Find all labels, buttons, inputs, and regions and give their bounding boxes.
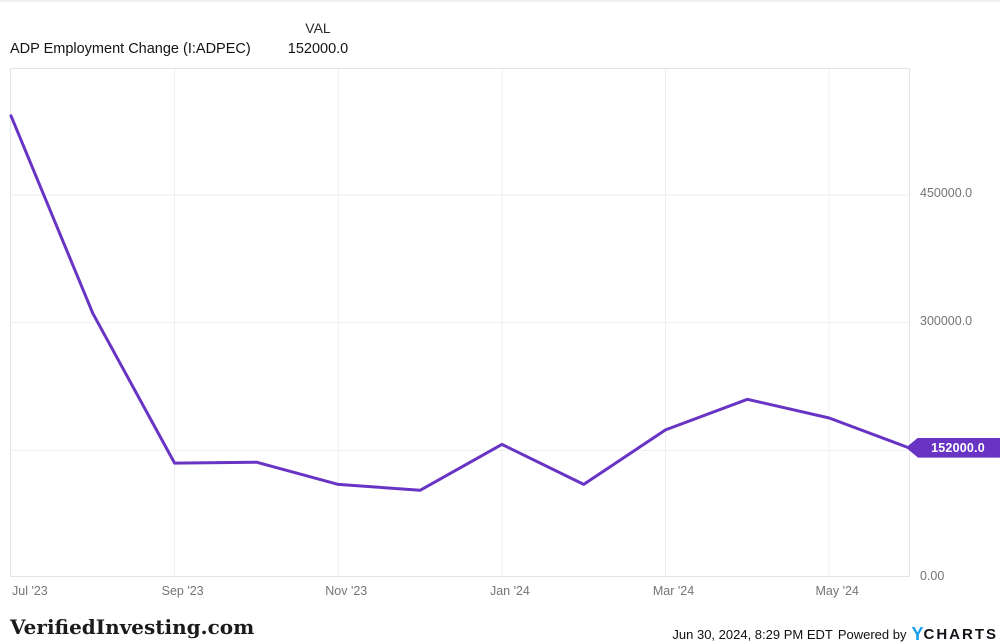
x-axis-label: Sep '23 — [161, 584, 204, 598]
x-axis-label: Mar '24 — [652, 584, 695, 598]
y-axis-label: 450000.0 — [920, 185, 973, 200]
powered-by-label: Powered by — [837, 626, 907, 642]
line-chart — [9, 69, 913, 578]
x-axis-label: Jul '23 — [12, 584, 48, 598]
y-axis-label: 0.00 — [920, 569, 945, 583]
ycharts-logo[interactable]: Y CHARTS — [911, 625, 998, 643]
x-axis-label: Nov '23 — [325, 584, 368, 598]
series-current-value: 152000.0 — [287, 41, 349, 57]
ycharts-y-icon: Y — [911, 624, 924, 644]
timestamp: Jun 30, 2024, 8:29 PM EDT — [672, 626, 833, 642]
x-axis-label: May '24 — [815, 584, 859, 598]
attribution-bar: Jun 30, 2024, 8:29 PM EDT Powered by Y C… — [672, 623, 998, 644]
ycharts-wordmark: CHARTS — [923, 625, 998, 643]
vertical-gridlines — [174, 69, 830, 578]
watermark-link[interactable]: VerifiedInvesting.com — [10, 615, 255, 639]
last-value-badge: 152000.0 — [906, 437, 1000, 458]
plot-area — [9, 68, 913, 578]
series-line — [9, 114, 913, 492]
series-title: ADP Employment Change (I:ADPEC) — [10, 41, 251, 57]
value-column-header: VAL — [305, 20, 331, 36]
y-axis-label: 300000.0 — [920, 313, 973, 328]
x-axis-label: Jan '24 — [489, 584, 530, 598]
horizontal-gridlines — [11, 194, 911, 451]
